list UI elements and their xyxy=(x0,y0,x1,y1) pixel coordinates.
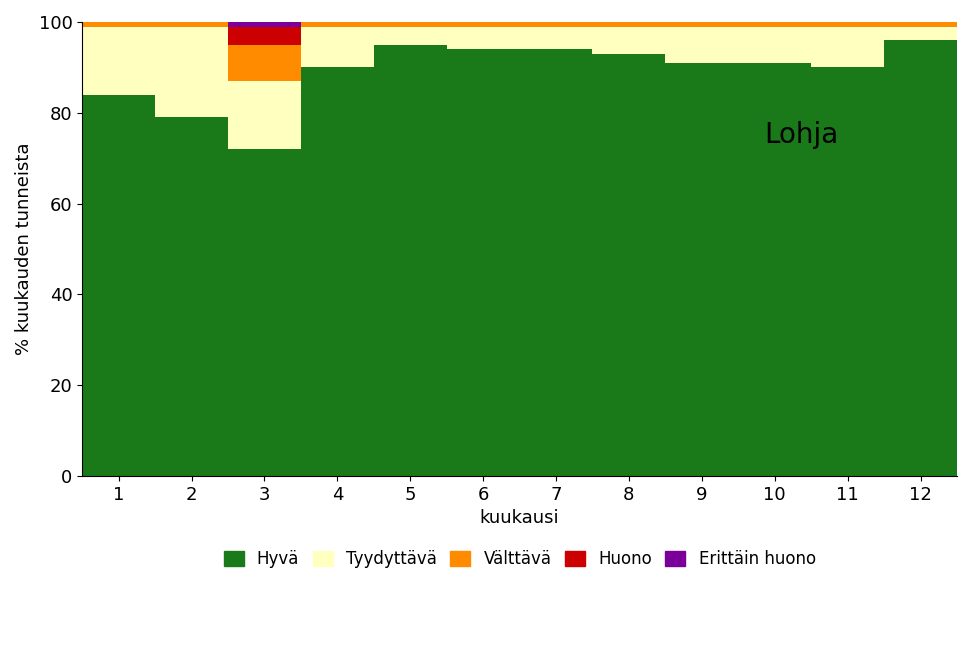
Bar xyxy=(812,27,885,67)
Bar xyxy=(374,22,447,27)
Bar xyxy=(374,27,447,45)
Bar xyxy=(83,94,156,476)
Bar xyxy=(666,27,739,63)
Bar xyxy=(447,27,520,49)
Bar xyxy=(739,27,812,63)
Bar xyxy=(156,117,228,476)
Bar xyxy=(83,27,156,94)
Bar xyxy=(83,22,156,27)
Legend: Hyvä, Tyydyttävä, Välttävä, Huono, Erittäin huono: Hyvä, Tyydyttävä, Välttävä, Huono, Eritt… xyxy=(217,543,822,575)
Bar xyxy=(885,40,957,476)
Bar xyxy=(228,22,301,27)
Bar xyxy=(228,27,301,45)
Bar xyxy=(374,45,447,476)
Text: Lohja: Lohja xyxy=(765,122,839,149)
Bar xyxy=(812,22,885,27)
Bar xyxy=(593,22,666,27)
Bar xyxy=(739,63,812,476)
Bar xyxy=(520,27,593,49)
Bar xyxy=(301,22,374,27)
Bar xyxy=(301,67,374,476)
Y-axis label: % kuukauden tunneista: % kuukauden tunneista xyxy=(15,142,33,355)
Bar xyxy=(156,27,228,117)
Bar xyxy=(520,49,593,476)
Bar xyxy=(447,49,520,476)
Bar xyxy=(885,27,957,40)
Bar xyxy=(593,27,666,54)
Bar xyxy=(156,22,228,27)
Bar xyxy=(447,22,520,27)
Bar xyxy=(301,27,374,67)
Bar xyxy=(228,45,301,81)
Bar xyxy=(520,22,593,27)
Bar xyxy=(666,63,739,476)
Bar xyxy=(739,22,812,27)
Bar xyxy=(666,22,739,27)
X-axis label: kuukausi: kuukausi xyxy=(480,509,560,527)
Bar xyxy=(228,149,301,476)
Bar xyxy=(593,54,666,476)
Bar xyxy=(228,81,301,149)
Bar xyxy=(885,22,957,27)
Bar xyxy=(812,67,885,476)
